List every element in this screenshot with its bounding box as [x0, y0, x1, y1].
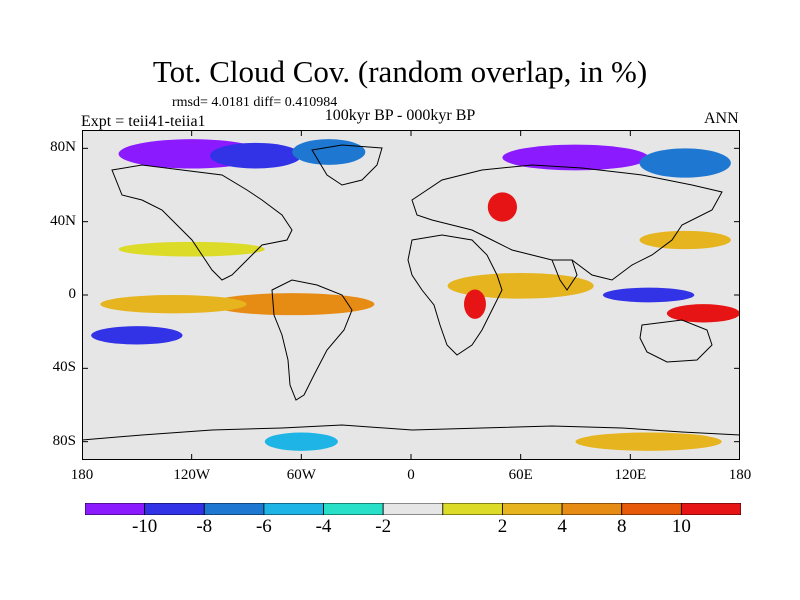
longitude-label: 60E [508, 467, 533, 483]
latitude-label: 80N [50, 139, 76, 156]
colorbar-swatch [144, 503, 205, 515]
coastline-antarctica [82, 424, 740, 441]
anomaly-field [639, 230, 731, 250]
longitude-label: 0 [407, 467, 415, 483]
colorbar-label: 4 [557, 516, 567, 537]
anomaly-fields [91, 139, 740, 451]
experiment-label: Expt = teii41-teiia1 [81, 113, 206, 130]
anomaly-field [666, 304, 740, 323]
colorbar-swatch [621, 503, 682, 515]
season-label: ANN [704, 110, 739, 127]
coastline-africa [407, 234, 503, 356]
anomaly-field [100, 295, 247, 314]
colorbar-swatch [382, 503, 444, 515]
anomaly-field [487, 192, 518, 222]
latitude-label: 80S [52, 432, 76, 449]
colorbar-label: -4 [315, 516, 332, 537]
coastline-india [551, 259, 578, 291]
anomaly-field [91, 326, 183, 345]
coastline-eurasia [411, 164, 723, 281]
colorbar-swatch [203, 503, 265, 515]
anomaly-field [575, 432, 722, 451]
longitude-label: 180 [728, 467, 752, 483]
colorbar-label: -6 [255, 516, 272, 537]
coastline-south-america [271, 279, 353, 401]
colorbar-swatch [680, 503, 741, 515]
colorbar-swatch [502, 503, 563, 515]
colorbar-label: -2 [375, 516, 392, 537]
longitude-label: 120W [173, 467, 210, 483]
period-label: 100kyr BP - 000kyr BP [324, 107, 476, 124]
colorbar-label: 2 [497, 516, 508, 537]
latitude-label: 40N [50, 212, 76, 229]
anomaly-field [264, 432, 338, 451]
colorbar-label: -8 [196, 516, 213, 537]
colorbar-label: 8 [616, 516, 627, 537]
anomaly-field [118, 241, 265, 257]
coastline-greenland [311, 144, 383, 186]
anomaly-field [502, 144, 649, 171]
longitude-label: 60W [286, 467, 316, 483]
coastlines [82, 144, 740, 441]
colorbar-swatch [263, 503, 324, 515]
colorbar-swatch [561, 503, 623, 515]
anomaly-field [209, 293, 375, 316]
anomaly-field [209, 142, 302, 169]
coastline-north-america [111, 164, 293, 281]
colorbar-label: 10 [671, 516, 691, 537]
anomaly-field [447, 273, 594, 299]
longitude-label: 120E [614, 467, 647, 483]
coastline-australia [639, 319, 713, 363]
colorbar-swatch [323, 503, 384, 515]
colorbar-label: -10 [131, 516, 158, 537]
anomaly-field [639, 148, 731, 178]
colorbar-swatch [442, 503, 503, 515]
longitude-label: 180 [70, 467, 94, 483]
colorbar-swatch [85, 503, 146, 515]
latitude-label: 40S [52, 359, 76, 376]
world-map [82, 130, 740, 460]
anomaly-field [602, 287, 695, 303]
anomaly-field [292, 139, 366, 165]
axis-tick-marks [82, 130, 740, 460]
latitude-label: 0 [68, 286, 77, 302]
colorbar [85, 503, 741, 515]
rmsd-diff-stats: rmsd= 4.0181 diff= 0.410984 [172, 95, 338, 110]
plot-title: Tot. Cloud Cov. (random overlap, in %) [152, 54, 648, 89]
anomaly-map-canvas [82, 130, 740, 460]
anomaly-field [464, 289, 486, 319]
